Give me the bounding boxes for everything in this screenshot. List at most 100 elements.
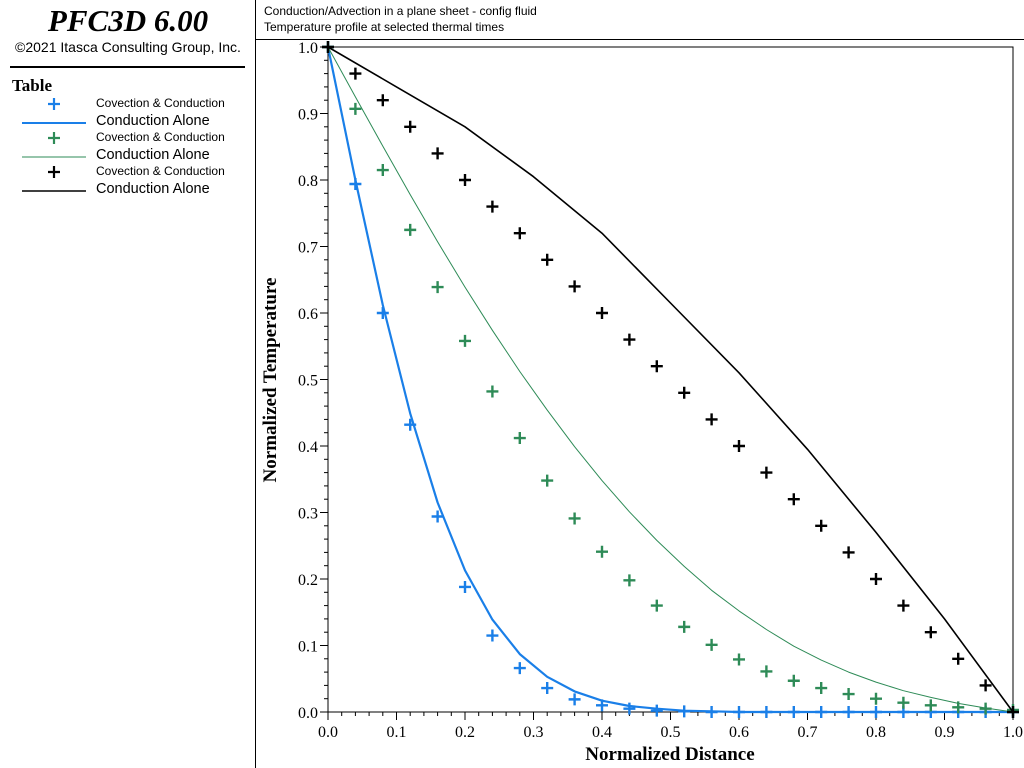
data-point — [623, 574, 636, 587]
y-tick-label: 0.2 — [298, 572, 318, 589]
data-point — [376, 94, 389, 107]
series-layer — [322, 41, 1019, 718]
data-point — [733, 440, 745, 452]
data-point — [952, 652, 965, 665]
legend-label: Covection & Conduction — [96, 130, 225, 144]
chart-area: 0.0 0.1 0.2 0.3 0.4 0.5 0.6 0.7 0.8 0.9 1.0 0.0 0.1… — [260, 40, 1023, 765]
data-point — [623, 333, 636, 346]
data-point — [431, 281, 444, 294]
series-line — [327, 46, 1014, 713]
x-tick-label: 0.3 — [524, 724, 544, 741]
legend-marker-plus — [48, 98, 60, 110]
series-line — [326, 46, 1013, 714]
tick-marks — [320, 46, 1014, 720]
series-2 — [322, 41, 1019, 717]
y-tick-label: 0.7 — [298, 240, 318, 257]
legend-marker-line — [22, 122, 86, 124]
legend-panel: PFC3D 6.00 ©2021 Itasca Consulting Group… — [0, 0, 256, 768]
data-point — [404, 223, 417, 236]
data-point — [459, 580, 471, 593]
data-point — [815, 682, 828, 695]
data-point — [459, 334, 471, 347]
app-title: PFC3D 6.00 — [47, 3, 209, 38]
x-tick-label: 0.8 — [866, 724, 886, 741]
data-point — [596, 307, 608, 319]
y-tick-label: 1.0 — [298, 40, 318, 57]
series-3 — [327, 46, 1014, 713]
y-tick-label: 0.6 — [298, 306, 318, 323]
legend-item: Conduction Alone — [0, 181, 256, 215]
data-point — [568, 280, 581, 293]
data-point — [431, 147, 444, 160]
data-point — [486, 385, 499, 398]
data-point — [376, 164, 389, 177]
x-tick-label: 0.2 — [455, 724, 475, 741]
data-point — [650, 360, 663, 373]
data-point — [568, 693, 581, 706]
x-tick-labels: 0.0 0.1 0.2 0.3 0.4 0.5 0.6 0.7 0.8 0.9 1.0 — [318, 724, 1023, 741]
data-point — [431, 510, 444, 523]
data-point — [870, 573, 882, 585]
copyright-notice: ©2021 Itasca Consulting Group, Inc. — [15, 39, 241, 55]
data-point — [541, 253, 554, 266]
legend-marker-line — [22, 156, 86, 158]
y-tick-label: 0.8 — [298, 173, 318, 190]
x-tick-label: 0.0 — [318, 724, 338, 741]
data-point — [678, 386, 691, 399]
data-point — [924, 626, 937, 639]
data-point — [870, 692, 882, 705]
y-tick-label: 0.0 — [298, 705, 318, 722]
y-tick-label: 0.3 — [298, 506, 318, 523]
series-1 — [326, 46, 1013, 714]
data-point — [897, 696, 910, 709]
data-point — [924, 699, 937, 712]
data-point — [541, 474, 554, 487]
series-5 — [327, 46, 1014, 713]
data-point — [787, 674, 800, 687]
y-tick-label: 0.1 — [298, 639, 318, 656]
data-point — [541, 682, 554, 695]
y-tick-label: 0.9 — [298, 107, 318, 124]
legend-marker-plus — [48, 166, 60, 178]
x-tick-label: 0.1 — [387, 724, 407, 741]
divider — [10, 66, 245, 68]
legend-item: Covection & Conduction — [0, 130, 256, 164]
x-axis-label: Normalized Distance — [585, 744, 754, 765]
legend-item: Conduction Alone — [0, 113, 256, 147]
data-point — [760, 665, 773, 678]
data-point — [568, 512, 581, 525]
data-point — [486, 200, 499, 213]
plot-header: Conduction/Advection in a plane sheet - … — [256, 0, 1024, 40]
data-point — [678, 620, 691, 633]
x-tick-label: 1.0 — [1003, 724, 1023, 741]
data-point — [349, 67, 362, 80]
plot-title: Conduction/Advection in a plane sheet - … — [264, 4, 537, 18]
data-point — [705, 638, 718, 651]
plot-subtitle: Temperature profile at selected thermal … — [264, 20, 505, 34]
x-tick-label: 0.7 — [798, 724, 818, 741]
data-point — [349, 102, 362, 115]
x-tick-label: 0.5 — [661, 724, 681, 741]
legend-item: Conduction Alone — [0, 147, 256, 181]
data-point — [815, 519, 828, 532]
data-point — [513, 432, 526, 445]
data-point — [513, 662, 526, 675]
data-point — [760, 466, 773, 479]
x-tick-label: 0.6 — [729, 724, 749, 741]
data-point — [596, 545, 608, 558]
data-point — [623, 702, 636, 715]
legend-label: Conduction Alone — [96, 147, 210, 163]
data-point — [897, 599, 910, 612]
data-point — [842, 546, 855, 559]
plot-frame — [327, 46, 1014, 713]
legend-label: Covection & Conduction — [96, 164, 225, 178]
y-tick-label: 0.5 — [298, 373, 318, 390]
data-point — [787, 493, 800, 506]
data-point — [733, 653, 745, 666]
legend-title: Table — [12, 76, 53, 95]
x-tick-label: 0.4 — [592, 724, 612, 741]
legend-item: Covection & Conduction — [0, 164, 256, 198]
data-point — [979, 679, 992, 692]
y-tick-label: 0.4 — [298, 439, 318, 456]
series-0 — [322, 41, 1019, 718]
